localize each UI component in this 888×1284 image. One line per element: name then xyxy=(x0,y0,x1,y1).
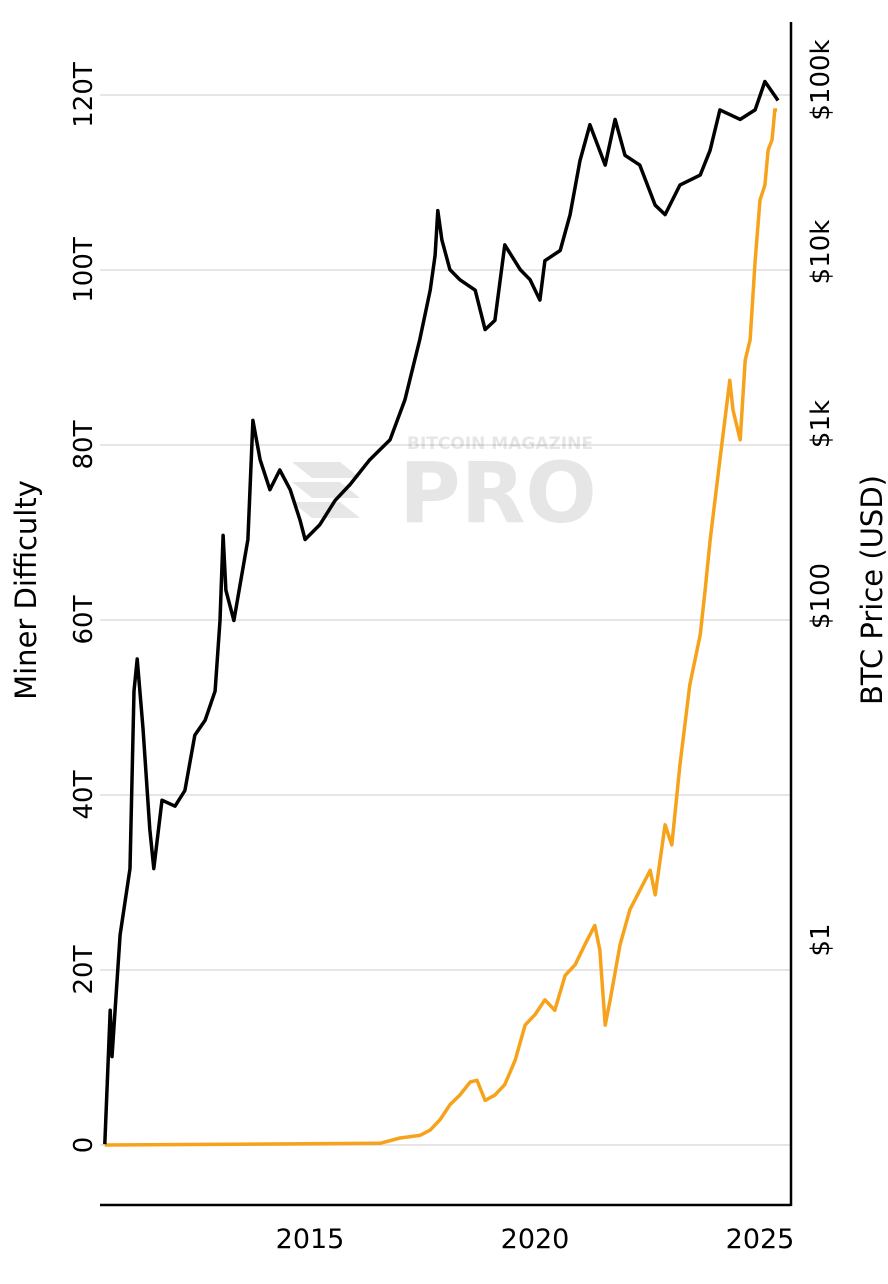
x-tick-labels: 2015 2020 2025 xyxy=(276,1224,795,1255)
left-tick-label: 20T xyxy=(69,945,99,994)
left-axis-title: Miner Difficulty xyxy=(9,480,43,700)
gridlines xyxy=(100,94,790,1146)
left-tick-label: 0 xyxy=(69,1137,99,1154)
left-tick-label: 40T xyxy=(69,770,99,819)
right-tick-label: $10k xyxy=(806,220,836,285)
left-tick-labels: 0 20T 40T 60T 80T 100T 120T xyxy=(69,62,99,1153)
left-tick-label: 100T xyxy=(69,237,99,303)
watermark: BITCOIN MAGAZINE PRO xyxy=(292,434,597,542)
x-tick-label: 2020 xyxy=(501,1224,570,1255)
right-axis-title: BTC Price (USD) xyxy=(855,475,888,705)
left-tick-label: 120T xyxy=(69,62,99,128)
watermark-top: BITCOIN MAGAZINE xyxy=(407,434,593,454)
series-layer xyxy=(103,79,780,1147)
watermark-main: PRO xyxy=(399,444,597,542)
left-tick-label: 60T xyxy=(69,595,99,644)
watermark-logo-icon xyxy=(292,462,360,518)
left-tick-label: 80T xyxy=(69,420,99,469)
right-tick-label: $1k xyxy=(806,400,836,448)
x-tick-label: 2025 xyxy=(726,1224,795,1255)
right-tick-label: $100k xyxy=(806,39,836,120)
right-tick-label: $100 xyxy=(806,563,836,629)
right-tick-labels: $1 $100 $1k $10k $100k xyxy=(806,39,836,956)
right-tick-label: $1 xyxy=(806,923,836,956)
x-tick-label: 2015 xyxy=(276,1224,345,1255)
difficulty-line xyxy=(104,108,778,1147)
btc-price-line xyxy=(103,79,780,1145)
